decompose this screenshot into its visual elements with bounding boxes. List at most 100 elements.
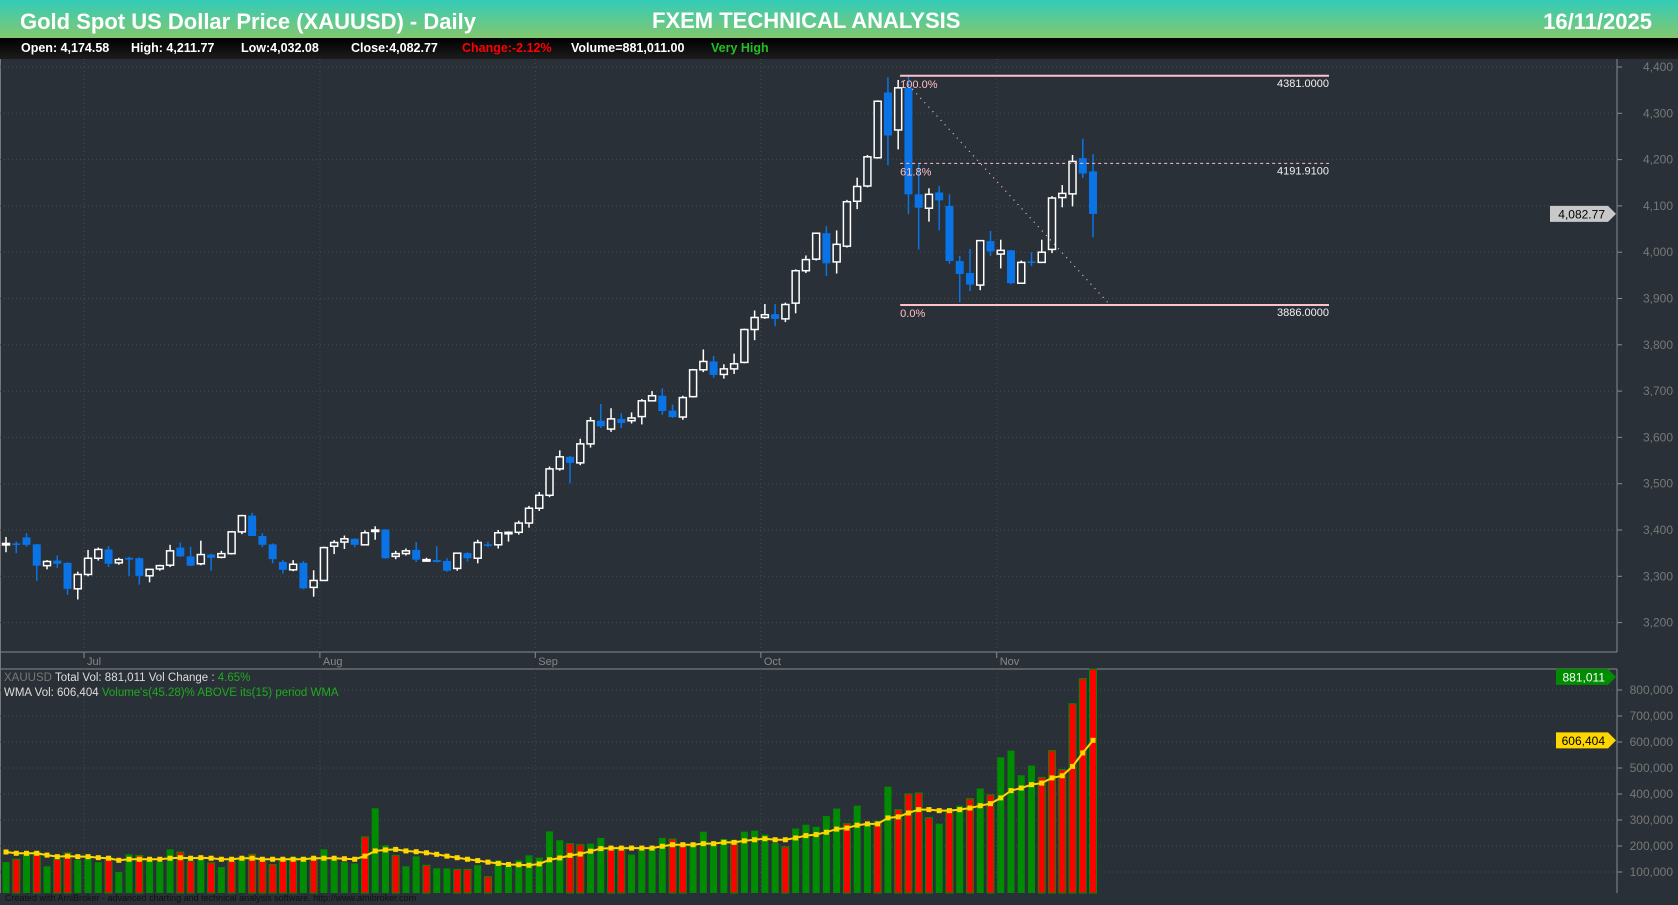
candle-body <box>42 560 52 567</box>
volume-bar <box>1089 668 1098 894</box>
candle-body <box>801 258 811 272</box>
price-tick-label: 4,400 <box>1643 60 1673 74</box>
price-tick-label: 4,100 <box>1643 199 1673 213</box>
candle-body <box>217 552 226 559</box>
price-tick-label: 4,000 <box>1643 245 1673 259</box>
wma-point <box>670 842 676 848</box>
candle-body <box>576 443 585 464</box>
volume-bar <box>751 830 759 893</box>
candle-body <box>12 543 21 545</box>
volume-bar <box>360 836 369 894</box>
wma-point <box>957 807 963 813</box>
fib-percent-label: 0.0% <box>900 308 925 320</box>
volume-bar <box>125 854 133 893</box>
volume-bar <box>1068 703 1077 894</box>
volume-bar <box>289 857 298 894</box>
volume-bar <box>43 866 51 893</box>
candle-body <box>545 468 554 497</box>
candle-body <box>647 394 657 402</box>
wma-point <box>311 855 317 861</box>
candle-body <box>278 561 287 570</box>
wma-point <box>1008 788 1014 794</box>
wma-point <box>967 805 973 811</box>
wma-point <box>803 833 809 839</box>
candle-body <box>288 563 298 571</box>
wma-point <box>352 856 358 862</box>
wma-point <box>116 857 122 863</box>
volume-bar <box>587 843 595 893</box>
volume-bar <box>146 860 154 893</box>
fib-percent-label: 100.0% <box>900 79 938 91</box>
wma-point <box>588 848 594 854</box>
wma-point <box>1090 737 1096 743</box>
wma-point <box>741 838 747 844</box>
wma-point <box>259 856 265 862</box>
last-volume-label: 881,011 <box>1563 670 1606 684</box>
wma-point <box>875 821 881 827</box>
low-value: Low:4,032.08 <box>241 41 319 55</box>
wma-point <box>793 835 799 841</box>
candle-body <box>258 536 267 545</box>
wma-point <box>567 852 573 858</box>
volume-bar <box>186 860 195 894</box>
volume-bar <box>494 860 502 893</box>
wma-point <box>844 825 850 831</box>
candle-body <box>852 185 862 203</box>
candle-body <box>196 553 206 565</box>
candle-body <box>555 456 565 470</box>
wma-point <box>54 854 60 860</box>
wma-point <box>218 856 224 862</box>
volume-bar <box>956 805 964 893</box>
candle-body <box>975 239 985 286</box>
wma-note: Volume's(45.28)% ABOVE its(15) period WM… <box>101 687 339 699</box>
wma-point <box>618 845 624 851</box>
wma-point <box>721 839 727 845</box>
volume-bar <box>84 857 92 893</box>
candle-body <box>883 92 892 136</box>
wma-point <box>423 850 429 856</box>
candle-body <box>493 532 503 546</box>
candle-body <box>32 544 41 566</box>
candle-body <box>996 249 1005 255</box>
price-tick-label: 4,200 <box>1643 153 1673 167</box>
candle-body <box>94 548 103 559</box>
volume-bar <box>453 868 462 894</box>
wma-point <box>75 854 81 860</box>
candle-body <box>340 538 349 543</box>
candle-body <box>719 368 729 376</box>
volume-bar <box>176 851 185 894</box>
ohlc-info-bar: Open: 4,174.58 High: 4,211.77 Low:4,032.… <box>0 38 1678 59</box>
volume-bar <box>104 857 113 894</box>
wma-point <box>321 855 327 861</box>
candle-body <box>268 544 277 560</box>
candle-body <box>104 549 113 564</box>
candle-body <box>863 156 872 187</box>
volume-tick-label: 800,000 <box>1630 683 1674 697</box>
wma-point <box>1080 750 1086 756</box>
volume-bar <box>740 831 748 893</box>
wma-volume: WMA Vol: 606,404 <box>4 687 99 699</box>
volume-bar <box>12 858 21 894</box>
volume-bar <box>945 809 954 894</box>
volume-bar <box>340 862 348 893</box>
volume-value: Volume=881,011.00 <box>571 41 685 55</box>
volume-bar <box>638 849 646 893</box>
volume-bar <box>299 856 307 893</box>
volume-bar <box>710 844 718 893</box>
volume-bar <box>1058 769 1067 894</box>
wma-point <box>270 856 276 862</box>
volume-bar <box>863 823 871 893</box>
wma-point <box>95 855 101 861</box>
wma-point <box>536 861 542 867</box>
close-value: Close:4,082.77 <box>351 41 438 55</box>
candle-body <box>617 418 626 424</box>
candle-body <box>452 552 462 570</box>
wma-point <box>772 837 778 843</box>
candle-body <box>709 361 718 375</box>
wma-point <box>126 856 132 862</box>
volume-bar <box>812 826 820 893</box>
volume-bar <box>997 757 1005 893</box>
volume-bar <box>402 866 410 893</box>
candle-body <box>627 417 636 422</box>
